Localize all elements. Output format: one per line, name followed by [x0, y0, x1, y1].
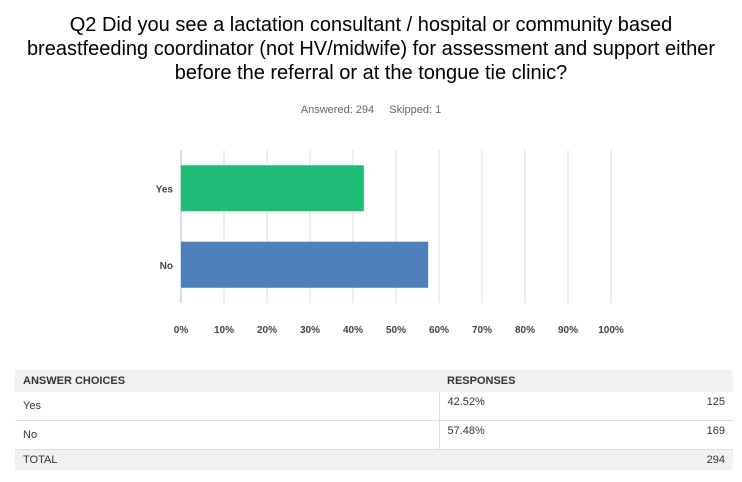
- table-row: Yes 42.52% 125: [15, 392, 733, 421]
- response-meta: Answered: 294 Skipped: 1: [0, 104, 742, 116]
- pct-yes: 42.52%: [438, 392, 605, 421]
- x-tick-label: 20%: [257, 325, 277, 336]
- question-title: Q2 Did you see a lactation consultant / …: [26, 14, 716, 84]
- choice-yes: Yes: [15, 392, 439, 421]
- x-tick-label: 0%: [174, 325, 189, 336]
- category-label: Yes: [156, 184, 174, 195]
- table-total-row: TOTAL 294: [15, 449, 733, 470]
- x-tick-label: 80%: [515, 325, 535, 336]
- header-responses: RESPONSES: [439, 370, 605, 392]
- skipped-count: Skipped: 1: [389, 104, 442, 116]
- count-no: 169: [605, 420, 733, 450]
- total-label: TOTAL: [15, 449, 439, 470]
- x-tick-label: 90%: [558, 325, 578, 336]
- choice-no: No: [15, 420, 439, 450]
- pct-no: 57.48%: [438, 420, 605, 450]
- responses-table: ANSWER CHOICES RESPONSES Yes 42.52% 125 …: [15, 370, 733, 470]
- category-label: No: [160, 261, 173, 272]
- x-tick-label: 40%: [343, 325, 363, 336]
- x-tick-label: 50%: [386, 325, 406, 336]
- x-tick-label: 10%: [214, 325, 234, 336]
- x-tick-label: 100%: [598, 325, 624, 336]
- bar-yes: [181, 165, 364, 212]
- header-answer-choices: ANSWER CHOICES: [15, 370, 439, 392]
- table-row: No 57.48% 169: [15, 420, 733, 450]
- total-count: 294: [605, 449, 733, 470]
- header-count: [605, 370, 733, 392]
- bar-no: [181, 241, 429, 288]
- x-tick-label: 60%: [429, 325, 449, 336]
- x-tick-label: 70%: [472, 325, 492, 336]
- bar-chart: 0% 10% 20% 30% 40% 50% 60% 70% 80% 90% 100% Yes No: [156, 150, 624, 336]
- count-yes: 125: [605, 392, 733, 421]
- answered-count: Answered: 294: [300, 104, 375, 116]
- table-header-row: ANSWER CHOICES RESPONSES: [15, 370, 733, 392]
- x-tick-label: 30%: [300, 325, 320, 336]
